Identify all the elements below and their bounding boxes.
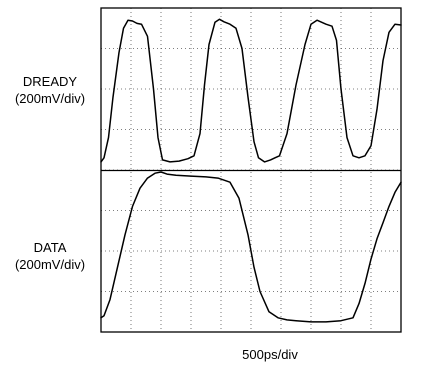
channel-1-label: DREADY (200mV/div): [0, 73, 100, 107]
trace-dready: [100, 18, 402, 163]
traces: [100, 18, 402, 323]
channel-1-name: DREADY: [22, 74, 78, 89]
timebase-label: 500ps/div: [242, 347, 298, 362]
channel-2-name: DATA: [33, 240, 67, 255]
trace-data: [100, 171, 402, 323]
channel-2-scale: (200mV/div): [14, 257, 86, 272]
channel-1-scale: (200mV/div): [14, 91, 86, 106]
channel-2-label: DATA (200mV/div): [0, 239, 100, 273]
